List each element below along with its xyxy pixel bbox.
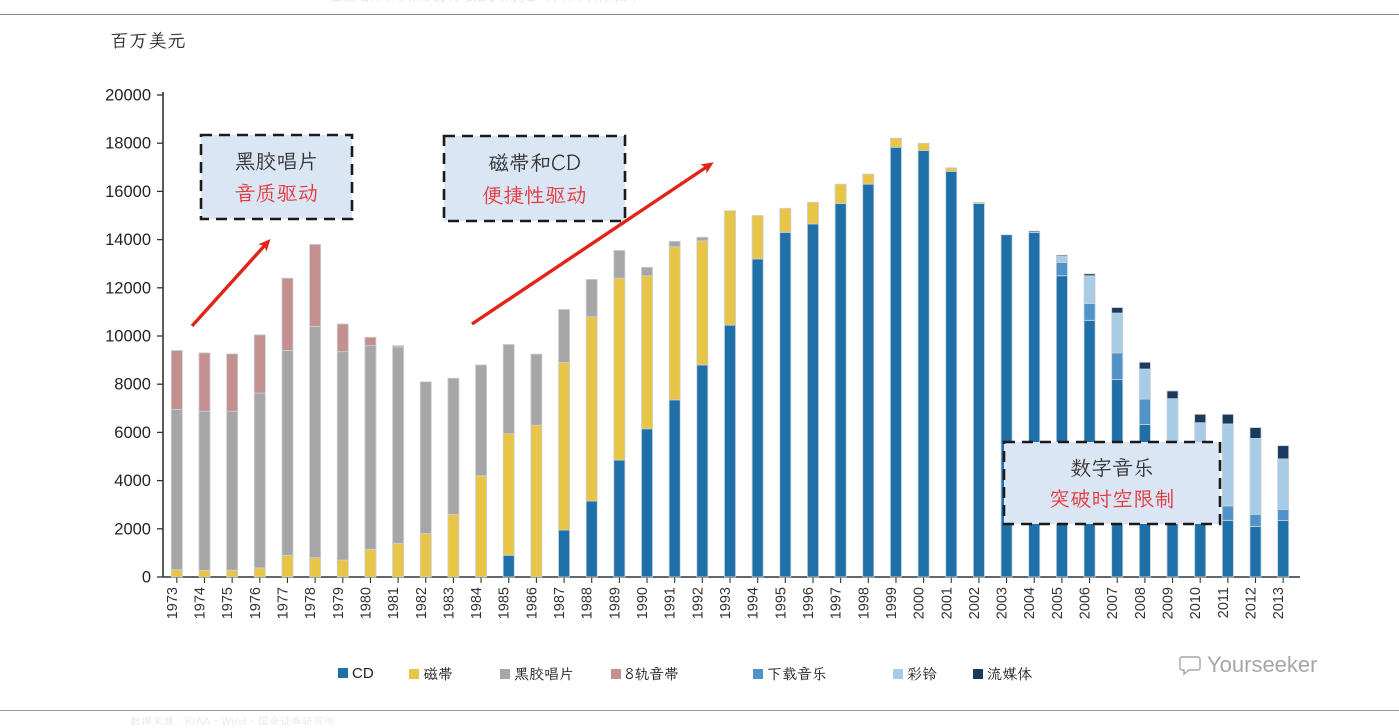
svg-text:1992: 1992 (690, 587, 706, 619)
svg-text:1999: 1999 (884, 587, 900, 619)
svg-text:18000: 18000 (105, 135, 151, 153)
svg-text:1989: 1989 (607, 587, 623, 619)
svg-text:12000: 12000 (105, 279, 151, 297)
svg-text:1978: 1978 (303, 587, 319, 619)
svg-text:1996: 1996 (801, 587, 817, 619)
svg-text:1991: 1991 (663, 587, 679, 619)
svg-text:1982: 1982 (414, 587, 430, 619)
svg-text:1990: 1990 (635, 587, 651, 619)
svg-text:1977: 1977 (275, 587, 291, 619)
svg-text:0: 0 (142, 569, 151, 587)
svg-text:1997: 1997 (829, 587, 845, 619)
svg-text:2000: 2000 (114, 520, 151, 538)
svg-text:1987: 1987 (552, 587, 568, 619)
svg-text:16000: 16000 (105, 183, 151, 201)
svg-text:2009: 2009 (1161, 587, 1177, 619)
svg-text:1984: 1984 (469, 587, 485, 619)
svg-text:2007: 2007 (1105, 587, 1121, 619)
svg-text:1976: 1976 (248, 587, 264, 619)
svg-text:20000: 20000 (105, 87, 151, 105)
svg-text:1995: 1995 (773, 587, 789, 619)
svg-text:6000: 6000 (114, 424, 151, 442)
svg-text:1983: 1983 (441, 587, 457, 619)
svg-text:2011: 2011 (1216, 587, 1232, 618)
svg-text:2005: 2005 (1050, 587, 1066, 619)
svg-text:1973: 1973 (165, 587, 181, 619)
svg-text:2004: 2004 (1022, 587, 1038, 619)
svg-text:1981: 1981 (386, 587, 402, 619)
svg-text:1985: 1985 (497, 587, 513, 619)
svg-text:1979: 1979 (331, 587, 347, 619)
svg-text:便捷性驱动: 便捷性驱动 (482, 180, 587, 208)
svg-text:2000: 2000 (912, 587, 928, 619)
svg-text:1988: 1988 (580, 587, 596, 619)
svg-text:2006: 2006 (1078, 587, 1094, 619)
svg-text:1998: 1998 (856, 587, 872, 619)
svg-text:2001: 2001 (939, 587, 955, 619)
svg-text:数字音乐: 数字音乐 (1070, 453, 1154, 481)
svg-text:2008: 2008 (1133, 587, 1149, 619)
svg-text:1974: 1974 (192, 587, 208, 619)
svg-text:音质驱动: 音质驱动 (235, 179, 319, 207)
svg-text:2012: 2012 (1244, 587, 1260, 619)
svg-text:2002: 2002 (967, 587, 983, 619)
svg-text:磁带和CD: 磁带和CD (488, 148, 581, 176)
svg-text:1986: 1986 (524, 587, 540, 619)
svg-text:2010: 2010 (1188, 587, 1204, 619)
svg-text:4000: 4000 (114, 472, 151, 490)
svg-text:突破时空限制: 突破时空限制 (1049, 484, 1175, 512)
svg-text:1993: 1993 (718, 587, 734, 619)
svg-text:1980: 1980 (358, 587, 374, 619)
svg-text:8000: 8000 (114, 376, 151, 394)
svg-text:2013: 2013 (1271, 587, 1287, 619)
svg-text:1994: 1994 (746, 587, 762, 619)
svg-text:黑胶唱片: 黑胶唱片 (235, 147, 319, 175)
svg-text:2003: 2003 (995, 587, 1011, 619)
svg-text:14000: 14000 (105, 231, 151, 249)
svg-text:10000: 10000 (105, 328, 151, 346)
svg-text:1975: 1975 (220, 587, 236, 619)
